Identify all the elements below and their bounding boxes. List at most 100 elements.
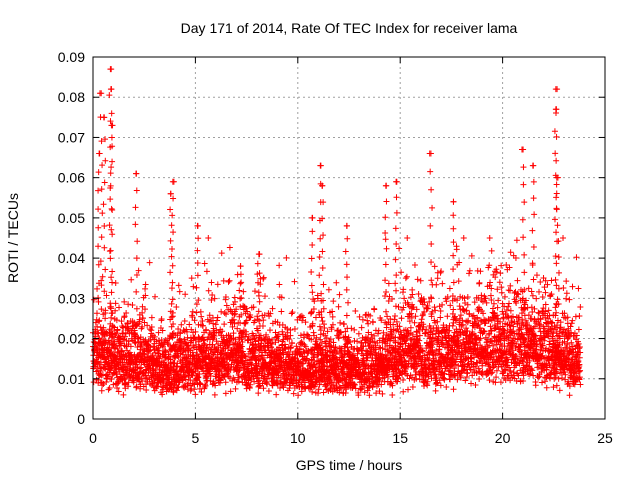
data-point — [182, 291, 189, 298]
data-point — [122, 351, 129, 358]
data-point — [141, 319, 148, 326]
data-point — [283, 254, 290, 261]
data-point — [548, 277, 555, 284]
data-point — [356, 313, 363, 320]
data-point — [278, 308, 285, 315]
data-point — [133, 383, 140, 390]
data-point — [316, 272, 323, 279]
data-point — [211, 391, 218, 398]
data-point — [142, 281, 149, 288]
data-point — [409, 291, 416, 298]
data-point — [139, 323, 146, 330]
data-point — [563, 295, 570, 302]
data-point — [309, 228, 316, 235]
data-point — [125, 379, 132, 386]
data-point — [262, 293, 269, 300]
data-point — [456, 303, 463, 310]
data-point — [276, 281, 283, 288]
data-point — [98, 90, 105, 97]
data-point — [112, 307, 119, 314]
data-point — [109, 231, 116, 238]
data-point — [205, 287, 212, 294]
data-point — [149, 352, 156, 359]
data-point — [144, 341, 151, 348]
data-point — [127, 343, 134, 350]
data-point — [142, 306, 149, 313]
data-point — [335, 303, 342, 310]
data-point — [537, 279, 544, 286]
data-point — [102, 266, 109, 273]
data-point — [464, 294, 471, 301]
data-point — [577, 303, 584, 310]
data-point — [556, 387, 563, 394]
data-point — [506, 300, 513, 307]
data-point — [167, 206, 174, 213]
data-point — [525, 285, 532, 292]
data-point — [131, 338, 138, 345]
data-point — [208, 279, 215, 286]
data-point — [188, 275, 195, 282]
data-point — [134, 238, 141, 245]
data-point — [542, 289, 549, 296]
data-point — [287, 326, 294, 333]
data-point — [93, 345, 100, 352]
data-point — [121, 313, 128, 320]
data-point — [201, 260, 208, 267]
data-point — [532, 382, 539, 389]
data-point — [128, 276, 135, 283]
data-point — [383, 245, 390, 252]
data-point — [319, 318, 326, 325]
data-point — [133, 305, 140, 312]
data-point — [214, 314, 221, 321]
data-point — [232, 298, 239, 305]
data-point — [107, 247, 114, 254]
data-point — [446, 285, 453, 292]
data-point — [389, 391, 396, 398]
data-point — [102, 157, 109, 164]
data-point — [203, 268, 210, 275]
data-point — [98, 306, 105, 313]
data-point — [557, 319, 564, 326]
data-point — [137, 381, 144, 388]
data-point — [95, 243, 102, 250]
data-point — [92, 319, 99, 326]
data-point — [466, 267, 473, 274]
data-point — [109, 158, 116, 165]
data-point — [107, 300, 114, 307]
data-point — [455, 278, 462, 285]
data-point — [343, 261, 350, 268]
data-point — [168, 253, 175, 260]
data-point — [476, 279, 483, 286]
data-point — [168, 300, 175, 307]
data-point — [566, 296, 573, 303]
data-point — [108, 134, 115, 141]
data-point — [102, 315, 109, 322]
data-point — [476, 375, 483, 382]
data-point — [101, 365, 108, 372]
data-point — [287, 332, 294, 339]
data-point — [260, 275, 267, 282]
data-point — [449, 322, 456, 329]
data-point — [514, 277, 521, 284]
data-point — [357, 386, 364, 393]
data-point — [125, 383, 132, 390]
data-point — [466, 270, 473, 277]
data-point — [133, 170, 140, 177]
data-point — [568, 320, 575, 327]
data-point — [507, 307, 514, 314]
data-point — [107, 196, 114, 203]
data-point — [333, 279, 340, 286]
data-point — [254, 316, 261, 323]
data-point — [337, 319, 344, 326]
data-point — [168, 323, 175, 330]
data-point — [221, 310, 228, 317]
data-point — [167, 269, 174, 276]
data-point — [195, 297, 202, 304]
data-point — [125, 338, 132, 345]
data-point — [134, 335, 141, 342]
data-point — [147, 344, 154, 351]
data-point — [98, 186, 105, 193]
data-point — [120, 391, 127, 398]
data-point — [237, 295, 244, 302]
